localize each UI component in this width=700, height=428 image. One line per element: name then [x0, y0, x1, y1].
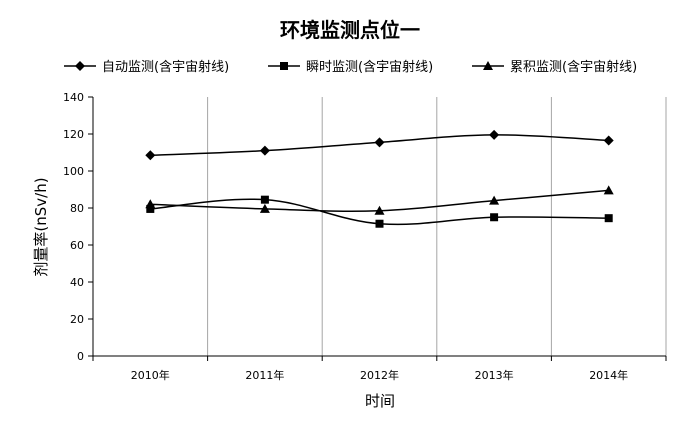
series-3	[145, 185, 614, 215]
series-2	[146, 195, 613, 228]
data-point	[260, 195, 269, 204]
y-axis-title: 剂量率(nSv/h)	[32, 177, 50, 276]
x-axis-title: 时间	[365, 392, 395, 410]
y-tick-label: 100	[63, 165, 84, 178]
chart-title: 环境监测点位一	[280, 18, 420, 42]
legend-label: 累积监测(含宇宙射线)	[510, 59, 637, 75]
data-point	[603, 185, 614, 195]
data-point	[145, 150, 156, 161]
legend-label: 自动监测(含宇宙射线)	[102, 59, 229, 75]
y-tick-label: 0	[77, 350, 84, 363]
x-tick-labels: 2010年 2011年 2012年 2013年 2014年	[92, 356, 667, 382]
data-point	[374, 137, 385, 148]
data-point	[375, 219, 384, 228]
legend-label: 瞬时监测(含宇宙射线)	[306, 59, 433, 75]
y-tick-label: 60	[70, 239, 84, 252]
legend-item: 累积监测(含宇宙射线)	[472, 59, 637, 75]
x-tick-label: 2012年	[360, 368, 399, 382]
x-tick-label: 2011年	[245, 368, 284, 382]
data-point	[489, 195, 500, 205]
y-tick-label: 80	[70, 202, 84, 215]
data-point	[374, 205, 385, 215]
legend-marker	[75, 61, 85, 71]
y-tick-label: 140	[63, 91, 84, 104]
data-point	[259, 203, 270, 213]
series-1	[145, 129, 614, 161]
data-point	[489, 129, 500, 140]
data-point	[604, 214, 613, 223]
data-point	[490, 213, 499, 222]
legend-marker	[483, 61, 493, 70]
x-tick-label: 2014年	[589, 368, 628, 382]
data-point	[259, 145, 270, 156]
axes	[92, 97, 666, 357]
legend-item: 瞬时监测(含宇宙射线)	[268, 59, 433, 75]
y-tick-label: 20	[70, 313, 84, 326]
grid-lines	[207, 97, 667, 356]
y-tick-label: 120	[63, 128, 84, 141]
x-tick-label: 2010年	[131, 368, 170, 382]
y-tick-label: 40	[70, 276, 84, 289]
legend-item: 自动监测(含宇宙射线)	[64, 59, 229, 75]
x-tick-label: 2013年	[475, 368, 514, 382]
legend-marker	[280, 62, 288, 70]
data-point	[146, 204, 155, 213]
data-point	[603, 135, 614, 146]
series-group	[145, 129, 614, 228]
data-point	[145, 199, 156, 209]
y-tick-labels: 0 20 40 60 80 100 120 140	[63, 91, 93, 363]
legend: 自动监测(含宇宙射线) 瞬时监测(含宇宙射线) 累积监测(含宇宙射线)	[64, 59, 637, 75]
